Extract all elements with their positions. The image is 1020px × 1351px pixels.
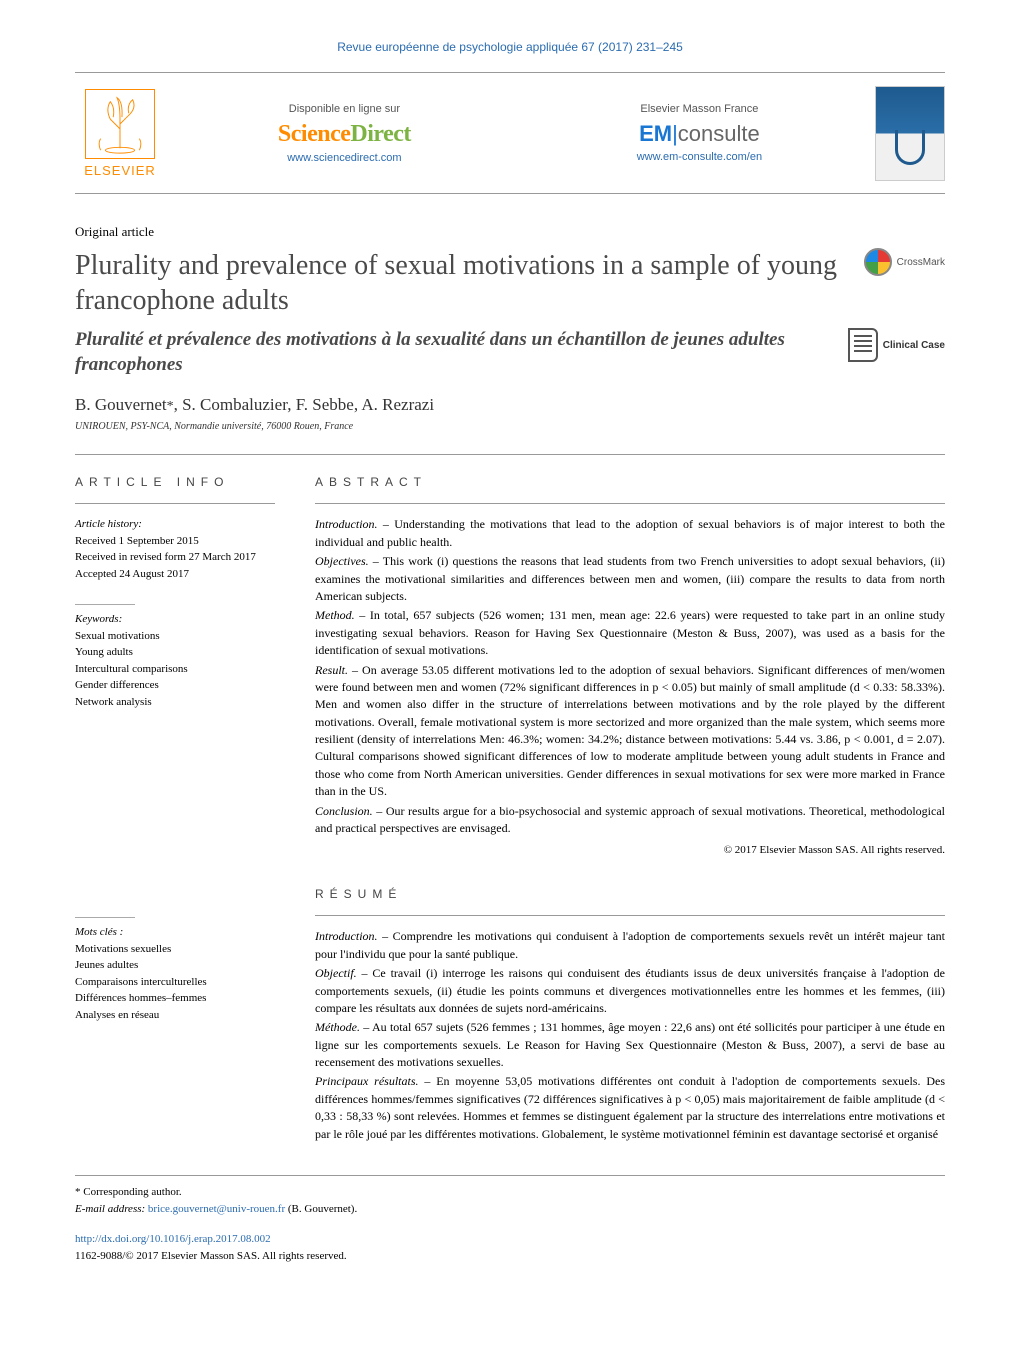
crossmark-icon [864,248,892,276]
doi-link[interactable]: http://dx.doi.org/10.1016/j.erap.2017.08… [75,1233,271,1245]
journal-cover-thumbnail[interactable] [875,86,945,181]
available-label: Disponible en ligne sur [278,103,411,115]
article-title: Plurality and prevalence of sexual motiv… [75,248,844,318]
article-subtitle: Pluralité et prévalence des motivations … [75,328,828,377]
clinical-case-badge[interactable]: Clinical Case [848,328,945,362]
resume-heading: résumé [315,887,945,901]
elsevier-logo[interactable]: ELSEVIER [75,83,165,183]
crossmark-badge[interactable]: CrossMark [864,248,945,276]
emconsulte-url[interactable]: www.em-consulte.com/en [637,151,762,163]
keyword: Intercultural comparisons [75,661,275,678]
corresponding-email[interactable]: brice.gouvernet@univ-rouen.fr [148,1203,285,1215]
resume-body: Introduction. – Comprendre les motivatio… [315,928,945,1143]
mot-cle: Différences hommes–femmes [75,990,275,1007]
sciencedirect-block[interactable]: Disponible en ligne sur ScienceDirect ww… [278,103,411,164]
abstract-heading: abstract [315,475,945,489]
author[interactable]: A. Rezrazi [361,395,434,414]
clinical-case-icon [848,328,878,362]
sciencedirect-logo: ScienceDirect [278,121,411,148]
crossmark-label: CrossMark [897,257,945,268]
article-history: Article history: Received 1 September 20… [75,516,275,582]
keyword: Sexual motivations [75,628,275,645]
footer: * Corresponding author. E-mail address: … [75,1175,945,1264]
author[interactable]: S. Combaluzier [182,395,287,414]
affiliation: UNIROUEN, PSY-NCA, Normandie université,… [75,421,945,432]
article-info-heading: article info [75,475,275,489]
authors-list: B. Gouvernet*, S. Combaluzier, F. Sebbe,… [75,395,945,415]
elsevier-tree-icon [85,89,155,159]
journal-citation: Revue européenne de psychologie appliqué… [75,40,945,54]
issn-copyright: 1162-9088/© 2017 Elsevier Masson SAS. Al… [75,1248,945,1265]
mot-cle: Jeunes adultes [75,957,275,974]
keywords-block: Keywords: Sexual motivations Young adult… [75,611,275,710]
author[interactable]: B. Gouvernet [75,395,167,414]
article-type: Original article [75,224,945,240]
mot-cle: Analyses en réseau [75,1007,275,1024]
clinical-case-label: Clinical Case [883,340,945,351]
masson-label: Elsevier Masson France [637,103,762,115]
keyword: Network analysis [75,694,275,711]
sciencedirect-url[interactable]: www.sciencedirect.com [278,152,411,164]
mots-cles-block: Mots clés : Motivations sexuelles Jeunes… [75,924,275,1023]
abstract-body: Introduction. – Understanding the motiva… [315,516,945,859]
mot-cle: Comparaisons interculturelles [75,974,275,991]
emconsulte-block[interactable]: Elsevier Masson France EM|consulte www.e… [637,103,762,163]
abstract-copyright: © 2017 Elsevier Masson SAS. All rights r… [315,843,945,859]
author[interactable]: F. Sebbe [296,395,354,414]
keyword: Young adults [75,644,275,661]
emconsulte-logo: EM|consulte [637,121,762,147]
keyword: Gender differences [75,677,275,694]
elsevier-label: ELSEVIER [84,163,156,178]
header-banner: ELSEVIER Disponible en ligne sur Science… [75,72,945,194]
mot-cle: Motivations sexuelles [75,941,275,958]
